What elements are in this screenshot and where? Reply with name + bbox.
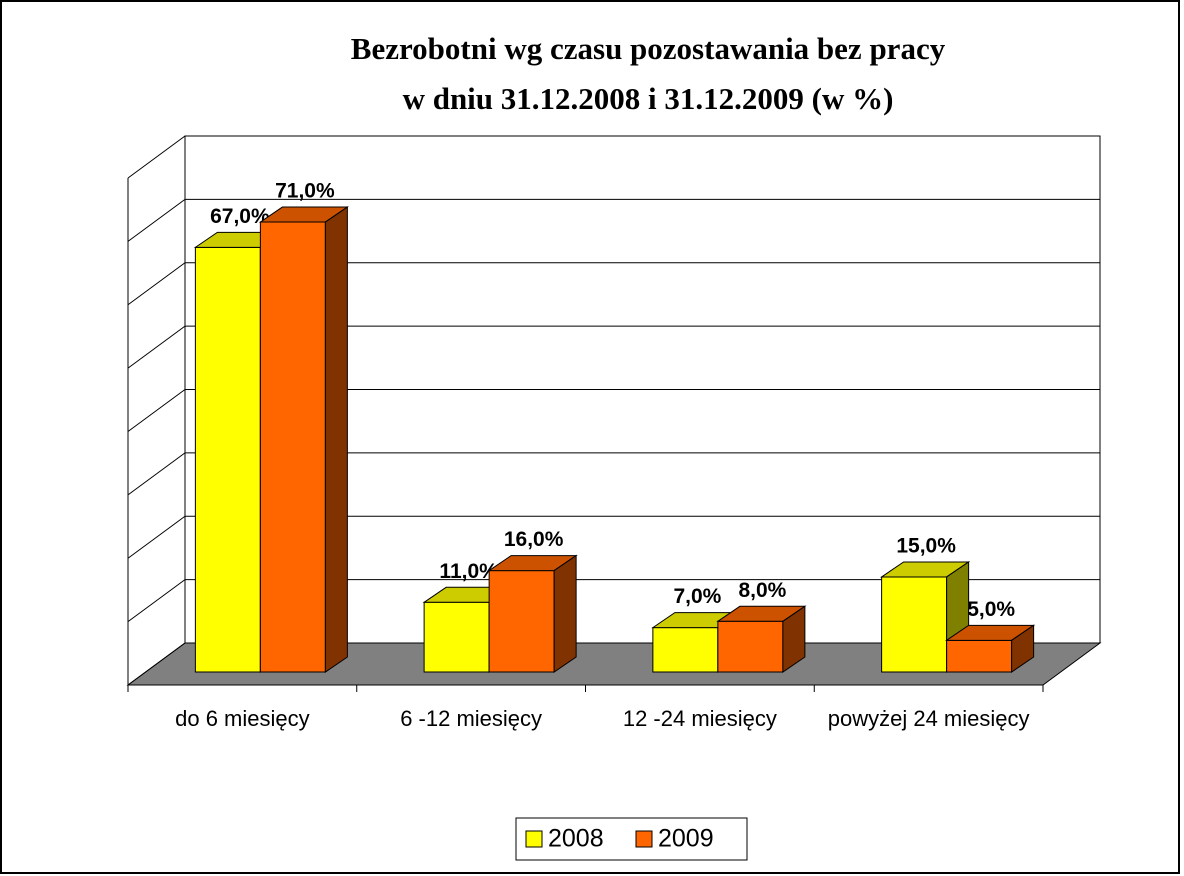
legend-label: 2008 xyxy=(548,825,604,853)
x-tick-label: powyżej 24 miesięcy xyxy=(827,706,1030,731)
grid-line xyxy=(127,642,186,686)
bar-side xyxy=(324,206,348,673)
legend-swatch xyxy=(525,830,543,848)
legend-swatch xyxy=(635,830,653,848)
grid-line xyxy=(127,198,186,242)
bar-front xyxy=(652,627,719,673)
grid-line xyxy=(127,452,186,496)
x-tick-label: do 6 miesięcy xyxy=(175,706,310,731)
bar-front xyxy=(946,639,1013,673)
bar xyxy=(487,554,578,673)
data-label: 7,0% xyxy=(673,585,721,608)
data-label: 5,0% xyxy=(967,598,1015,621)
bar xyxy=(258,206,349,673)
grid-line xyxy=(127,262,186,306)
x-tick-label: 6 -12 miesięcy xyxy=(400,706,543,731)
data-label: 71,0% xyxy=(275,180,335,203)
legend-label: 2009 xyxy=(658,825,714,853)
bar xyxy=(945,624,1036,673)
bar-front xyxy=(259,221,326,673)
data-label: 8,0% xyxy=(738,579,786,602)
legend-box xyxy=(515,817,748,861)
bar-side xyxy=(553,554,577,673)
bar-side xyxy=(1011,624,1035,673)
grid-line xyxy=(127,135,186,179)
bar-front xyxy=(717,620,784,673)
data-label: 11,0% xyxy=(439,560,498,583)
bar-front xyxy=(194,246,261,673)
bar-side xyxy=(782,605,806,673)
grid-line xyxy=(127,579,186,623)
chart-title: Bezrobotni wg czasu pozostawania bez pra… xyxy=(351,31,946,66)
x-tick-label: 12 -24 miesięcy xyxy=(622,706,777,731)
bar-front xyxy=(881,576,948,673)
data-label: 15,0% xyxy=(896,534,956,557)
grid-line xyxy=(127,325,186,369)
chart-title: w dniu 31.12.2008 i 31.12.2009 (w %) xyxy=(403,81,894,116)
data-label: 16,0% xyxy=(504,528,564,551)
bar xyxy=(716,605,807,673)
bar-front xyxy=(423,601,490,673)
data-label: 67,0% xyxy=(210,205,270,228)
grid-line xyxy=(127,389,186,432)
bar-front xyxy=(488,570,555,673)
grid-line xyxy=(127,515,186,559)
